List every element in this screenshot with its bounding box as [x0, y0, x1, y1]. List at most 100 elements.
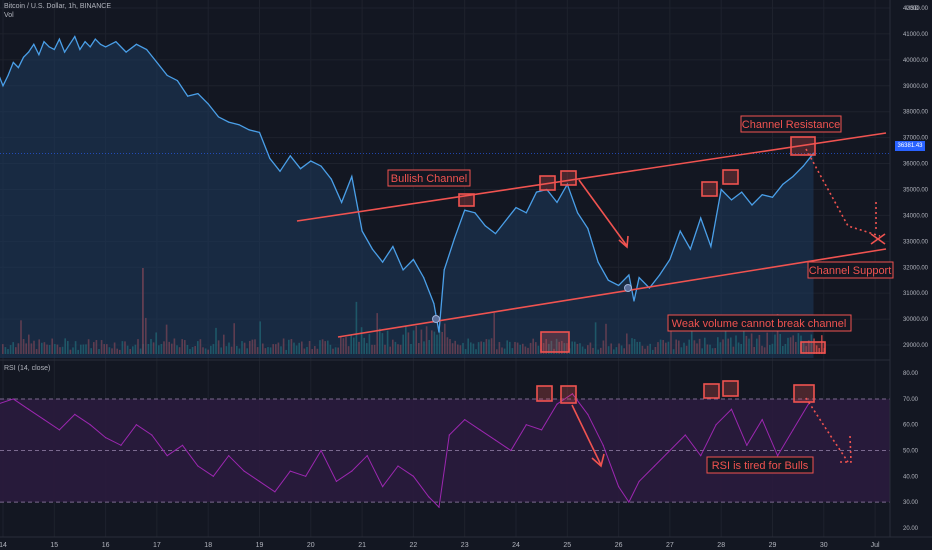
price-point — [94, 38, 96, 40]
price-point — [741, 191, 743, 193]
channel-support-line[interactable] — [337, 248, 887, 338]
price-point — [597, 261, 599, 263]
highlight-box[interactable] — [701, 181, 718, 197]
price-axis[interactable]: 42000.00 41000.00 40000.00 39000.00 38000.00… — [903, 6, 929, 349]
volume-bar — [818, 348, 820, 354]
price-point — [587, 227, 589, 229]
channel-resistance-line[interactable] — [296, 132, 887, 222]
price-point — [464, 209, 466, 211]
price-point — [392, 245, 394, 248]
highlight-box[interactable] — [539, 175, 556, 191]
price-tick-label: 33000.00 — [903, 239, 929, 245]
price-point — [443, 269, 445, 271]
symbol-title[interactable]: Bitcoin / U.S. Dollar, 1h, BINANCE — [4, 3, 111, 10]
price-point — [7, 74, 9, 77]
price-point — [146, 48, 148, 51]
rsi-point — [274, 491, 276, 493]
rsi-point — [135, 424, 137, 426]
price-point — [659, 274, 661, 276]
rsi-point — [289, 470, 291, 472]
price-series — [0, 35, 890, 333]
price-tick-label: 39000.00 — [903, 84, 929, 90]
weak-volume-label[interactable]: Weak volume cannot break channel — [672, 318, 847, 330]
rsi-indicator-label[interactable]: RSI (14, close) — [4, 365, 51, 372]
rsi-projection-dotted[interactable] — [805, 397, 849, 463]
rsi-point — [807, 403, 810, 405]
drop-arrow-line[interactable] — [578, 179, 628, 247]
price-point — [433, 302, 435, 305]
rsi-point — [28, 408, 30, 410]
highlight-box[interactable] — [790, 136, 816, 156]
rsi-axis[interactable]: 80.00 70.00 60.00 50.00 40.00 30.00 20.00 — [903, 371, 919, 532]
volume-highlight-box[interactable] — [800, 341, 826, 354]
price-point — [125, 51, 127, 53]
price-tick-label: 32000.00 — [903, 265, 929, 271]
price-point — [28, 51, 30, 53]
price-tick-label: 35000.00 — [903, 187, 929, 193]
time-tick-label: 26 — [615, 542, 623, 549]
label-box[interactable] — [740, 115, 842, 133]
currency-label: USD — [906, 6, 919, 12]
projection-dotted-path[interactable] — [805, 148, 881, 237]
price-point — [505, 219, 507, 222]
price-point — [289, 155, 291, 157]
rsi-point — [510, 449, 512, 452]
channel-support-label[interactable]: Channel Support — [809, 265, 892, 277]
price-point — [63, 51, 66, 53]
volume-indicator-label[interactable]: Vol — [4, 12, 14, 19]
rsi-series — [0, 393, 810, 509]
rsi-highlight-box[interactable] — [560, 385, 577, 404]
price-point — [700, 217, 702, 219]
rsi-drop-arrow-head[interactable] — [591, 453, 605, 468]
volume-bar — [821, 335, 823, 354]
cross-mark-b[interactable] — [870, 233, 886, 245]
drop-arrow-head[interactable] — [618, 235, 629, 249]
bullish-channel-label[interactable]: Bullish Channel — [391, 173, 467, 185]
volume-bar — [813, 338, 815, 354]
rsi-highlight-box[interactable] — [722, 380, 739, 397]
price-point — [53, 48, 55, 51]
price-point — [453, 238, 456, 240]
annotation-drawings[interactable] — [296, 132, 887, 468]
rsi-highlight-box[interactable] — [703, 383, 720, 399]
rsi-point — [638, 480, 640, 483]
label-box[interactable] — [387, 169, 471, 187]
label-box[interactable] — [667, 314, 852, 332]
price-point — [197, 92, 199, 95]
annotation-labels[interactable]: Bullish Channel Channel Resistance Chann… — [387, 115, 894, 474]
pivot-low-marker — [432, 315, 440, 323]
rsi-point — [448, 434, 450, 436]
price-point — [89, 46, 91, 48]
rsi-drop-arrow-line[interactable] — [571, 404, 602, 466]
channel-resistance-label[interactable]: Channel Resistance — [742, 119, 840, 131]
price-point — [633, 300, 635, 302]
time-axis[interactable]: 14 15 16 17 18 19 20 21 22 23 24 25 26 27 28 29 30 Jul — [0, 542, 880, 549]
rsi-tick-label: 70.00 — [903, 397, 919, 403]
rsi-highlight-box[interactable] — [793, 384, 815, 403]
rsi-point — [197, 465, 199, 467]
rsi-projection-head[interactable] — [838, 435, 852, 463]
rsi-tick-label: 30.00 — [903, 500, 919, 506]
price-point — [556, 201, 558, 204]
price-point — [751, 204, 753, 206]
price-point — [361, 230, 363, 232]
highlight-box[interactable] — [458, 193, 475, 207]
highlight-box[interactable] — [560, 170, 577, 186]
price-point — [99, 43, 102, 45]
price-point — [423, 277, 425, 279]
label-box[interactable] — [706, 456, 814, 474]
last-price-tag: 36381.43 — [895, 141, 925, 151]
price-point — [48, 46, 50, 48]
price-point — [258, 131, 261, 134]
price-point — [782, 183, 784, 185]
rsi-highlight-box[interactable] — [536, 385, 553, 402]
price-point — [105, 46, 107, 48]
time-tick-label: 21 — [358, 542, 366, 549]
label-box[interactable] — [807, 261, 894, 279]
time-tick-label: Jul — [871, 542, 880, 549]
rsi-tired-label[interactable]: RSI is tired for Bulls — [712, 460, 809, 472]
rsi-point — [320, 449, 322, 452]
highlight-box[interactable] — [722, 169, 739, 185]
volume-highlight-box[interactable] — [540, 331, 570, 353]
